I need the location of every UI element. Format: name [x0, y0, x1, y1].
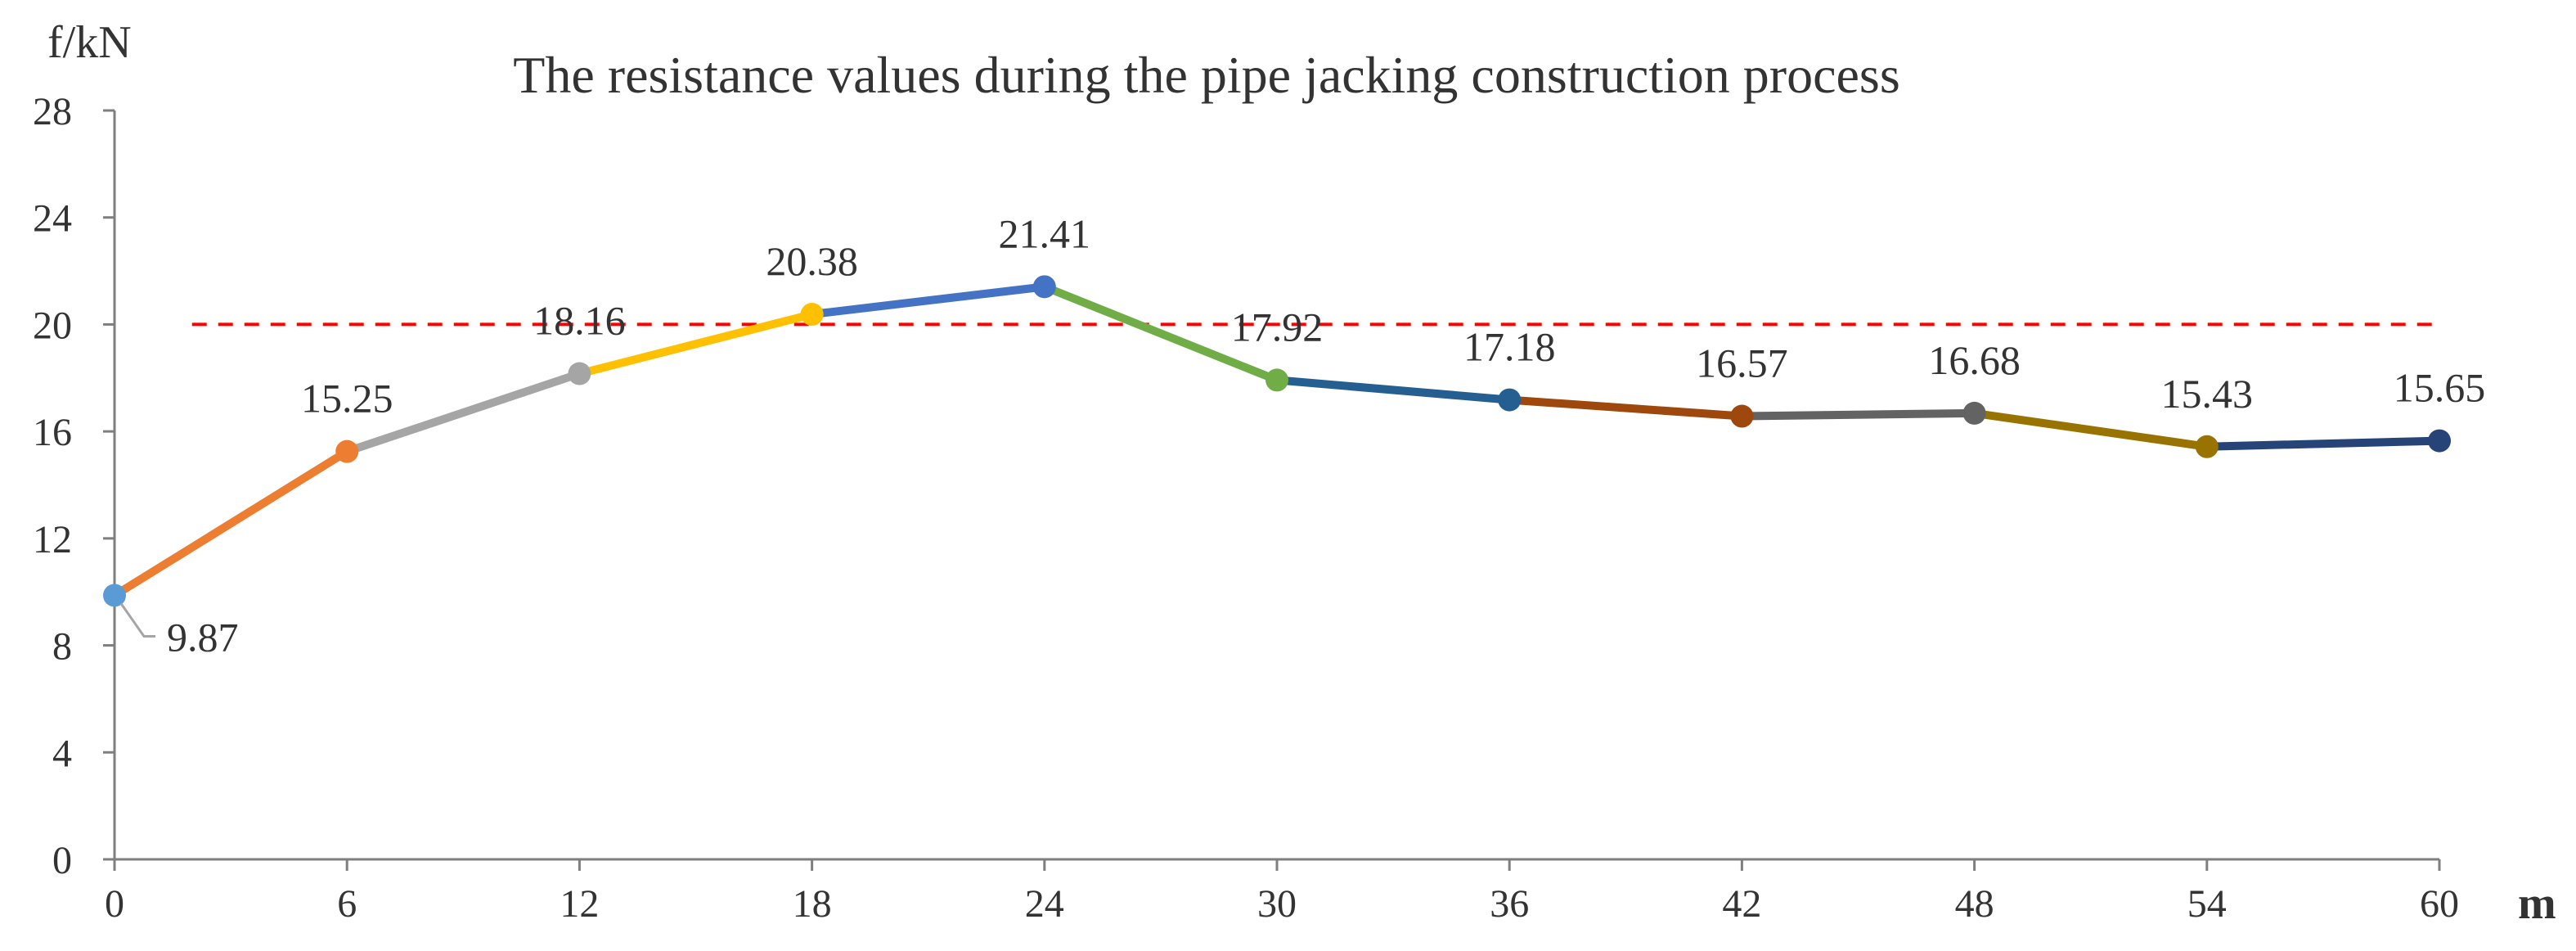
- x-tick-label: 60: [2420, 882, 2459, 926]
- series-points: [103, 275, 2451, 607]
- data-point: [1266, 368, 1288, 392]
- line-segment: [1505, 395, 1747, 421]
- y-tick-label: 20: [33, 304, 72, 347]
- line-segment: [1970, 408, 2211, 451]
- y-tick-label: 24: [33, 197, 72, 241]
- x-axis-label: m: [2518, 878, 2556, 929]
- x-tick-label: 30: [1257, 882, 1297, 926]
- x-tick-label: 12: [560, 882, 599, 926]
- data-point: [1498, 388, 1522, 412]
- x-tick-label: 36: [1490, 882, 1529, 926]
- x-tick-label: 48: [1955, 882, 1994, 926]
- data-label: 18.16: [533, 298, 626, 344]
- data-label: 15.25: [301, 376, 393, 421]
- data-point: [1032, 275, 1056, 299]
- line-segment: [1040, 282, 1281, 385]
- y-tick-label: 0: [52, 839, 72, 882]
- data-label: 15.65: [2394, 365, 2486, 411]
- x-ticks: 0 6 12 18 24 30 36 42 48 54 60: [105, 859, 2459, 926]
- line-segment: [2202, 436, 2443, 451]
- series-segments: [110, 282, 2443, 600]
- y-tick-label: 12: [33, 518, 72, 561]
- data-labels: 9.87 15.25 18.16 20.38 21.41 17.92 17.18 16.57 1…: [119, 210, 2486, 660]
- line-segment: [343, 369, 584, 456]
- y-ticks: 0 4 8 12 16 20 24 28: [33, 90, 115, 882]
- data-label-leader-line: [119, 602, 155, 638]
- x-tick-label: 24: [1025, 882, 1064, 926]
- x-tick-label: 42: [1722, 882, 1761, 926]
- line-segment: [575, 310, 816, 378]
- data-label: 17.92: [1231, 304, 1324, 349]
- x-tick-label: 54: [2187, 882, 2227, 926]
- data-label: 9.87: [167, 614, 239, 660]
- data-label: 15.43: [2161, 371, 2254, 417]
- data-label: 17.18: [1463, 324, 1556, 370]
- data-label: 16.68: [1928, 337, 2021, 383]
- line-segment: [1738, 408, 1979, 421]
- x-tick-label: 18: [793, 882, 832, 926]
- data-point: [2428, 429, 2451, 453]
- data-point: [103, 584, 126, 607]
- y-tick-label: 28: [33, 90, 72, 133]
- data-point: [2195, 435, 2219, 458]
- data-point: [335, 439, 359, 463]
- y-tick-label: 4: [52, 732, 72, 775]
- data-point: [1962, 401, 1986, 425]
- y-tick-label: 8: [52, 625, 72, 669]
- data-label: 16.57: [1696, 340, 1788, 386]
- x-tick-label: 0: [105, 882, 124, 926]
- line-segment: [1273, 376, 1514, 404]
- data-point: [1730, 404, 1754, 428]
- x-tick-label: 6: [337, 882, 357, 926]
- data-label: 21.41: [999, 210, 1091, 256]
- chart-title: The resistance values during the pipe ja…: [513, 46, 1899, 104]
- data-point: [568, 362, 591, 385]
- data-label: 20.38: [766, 238, 858, 284]
- line-segment: [110, 447, 352, 600]
- data-point: [800, 303, 824, 327]
- y-axis-label: f/kN: [47, 17, 132, 68]
- line-segment: [807, 282, 1049, 319]
- y-tick-label: 16: [33, 411, 72, 454]
